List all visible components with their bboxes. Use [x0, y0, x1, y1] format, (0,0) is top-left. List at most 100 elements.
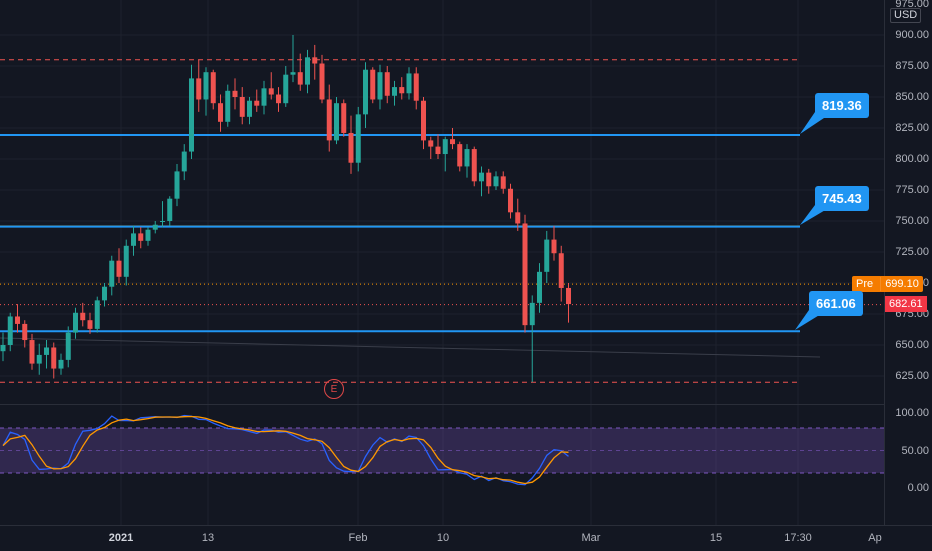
price-tick-label: 875.00	[895, 60, 929, 72]
candle-body	[450, 139, 455, 145]
price-tick-label: 800.00	[895, 153, 929, 165]
price-tick-label: 775.00	[895, 184, 929, 196]
candle-body	[537, 271, 542, 303]
candle-body	[131, 233, 136, 246]
candle-body	[334, 103, 339, 141]
price-tick-label: 650.00	[895, 339, 929, 351]
candle-body	[210, 72, 216, 104]
time-tick-label: 15	[709, 532, 723, 544]
candle-body	[268, 88, 274, 95]
candle-body	[73, 312, 78, 333]
price-callout-745[interactable]: 745.43	[815, 186, 869, 211]
candle-body	[348, 132, 354, 163]
price-callout-661[interactable]: 661.06	[809, 291, 863, 316]
candle-body	[0, 345, 6, 352]
price-tick-label: 900.00	[895, 29, 929, 41]
currency-label[interactable]: USD	[890, 8, 922, 23]
candle-body	[370, 69, 376, 100]
stoch-d-line	[2, 415, 569, 485]
candle-body	[406, 73, 412, 94]
candlestick-series[interactable]	[0, 35, 572, 383]
candle-body	[58, 359, 64, 369]
candle-body	[384, 72, 390, 96]
candle-body	[225, 90, 231, 122]
candle-body	[435, 146, 441, 155]
time-tick-label: 2021	[108, 532, 134, 544]
candle-body	[174, 171, 180, 199]
candle-body	[428, 140, 434, 147]
candle-body	[522, 223, 528, 326]
time-axis[interactable]: 2021 13 Feb 10 Mar 15 17:30 Ap	[0, 525, 932, 551]
candle-body	[7, 316, 13, 345]
candle-body	[305, 57, 310, 85]
osc-tick-label: 0.00	[907, 482, 929, 494]
candle-body	[239, 97, 245, 117]
candle-body	[152, 224, 158, 230]
candle-body	[94, 300, 100, 329]
candle-body	[566, 287, 571, 305]
candle-body	[181, 151, 187, 172]
candle-body	[196, 78, 202, 100]
candle-body	[515, 212, 521, 224]
candle-body	[65, 332, 71, 360]
candle-body	[51, 347, 57, 369]
candle-body	[297, 72, 303, 85]
candle-body	[558, 253, 564, 288]
candle-body	[247, 100, 252, 117]
candle-body	[276, 94, 281, 104]
candle-body	[319, 63, 325, 100]
premarket-label: Pre	[856, 278, 874, 290]
candle-body	[232, 90, 238, 97]
price-tick-label: 725.00	[895, 246, 929, 258]
candle-body	[457, 144, 463, 167]
candle-body	[145, 229, 151, 241]
candle-body	[421, 100, 426, 141]
candle-body	[167, 198, 173, 221]
last-price-tag: 682.61	[885, 296, 927, 312]
trend-line	[0, 337, 821, 358]
pane-separator[interactable]	[0, 404, 884, 405]
oscillator-pane[interactable]	[0, 414, 884, 486]
candle-body	[123, 245, 129, 277]
candle-body	[377, 72, 383, 100]
candle-body	[551, 239, 557, 254]
price-tick-label: 825.00	[895, 122, 929, 134]
price-tick-label: 850.00	[895, 91, 929, 103]
candle-body	[508, 188, 513, 213]
candle-body	[87, 320, 93, 329]
candle-body	[326, 99, 332, 141]
price-callout-819[interactable]: 819.36	[815, 93, 869, 118]
candle-body	[341, 103, 347, 133]
price-tick-label: 625.00	[895, 370, 929, 382]
candle-body	[203, 72, 209, 100]
candle-body	[160, 221, 165, 222]
price-axis[interactable]: 975.00 900.00 875.00 850.00 825.00 800.0…	[884, 0, 932, 525]
time-tick-label: 17:30	[784, 532, 812, 544]
premarket-price: 699.10	[880, 277, 919, 291]
candle-body	[261, 88, 267, 106]
candle-body	[189, 78, 194, 152]
candle-body	[392, 87, 397, 96]
candle-body	[44, 347, 49, 355]
time-tick-label: Ap	[868, 532, 882, 544]
candle-body	[363, 69, 368, 115]
earnings-marker-icon[interactable]: E	[324, 379, 344, 399]
osc-tick-label: 100.00	[895, 407, 929, 419]
candle-body	[29, 340, 35, 364]
candle-body	[102, 286, 107, 301]
time-tick-label: Feb	[348, 532, 368, 544]
candle-body	[471, 149, 477, 182]
price-tick-label: 750.00	[895, 215, 929, 227]
candle-body	[15, 316, 20, 324]
price-tick-label: 975.00	[895, 0, 929, 10]
candle-body	[486, 172, 492, 187]
candle-body	[283, 74, 289, 104]
candle-body	[399, 87, 405, 94]
candle-body	[529, 302, 535, 326]
time-tick-label: 13	[201, 532, 215, 544]
candle-body	[413, 73, 419, 101]
candle-body	[80, 312, 86, 321]
candle-body	[36, 354, 42, 364]
